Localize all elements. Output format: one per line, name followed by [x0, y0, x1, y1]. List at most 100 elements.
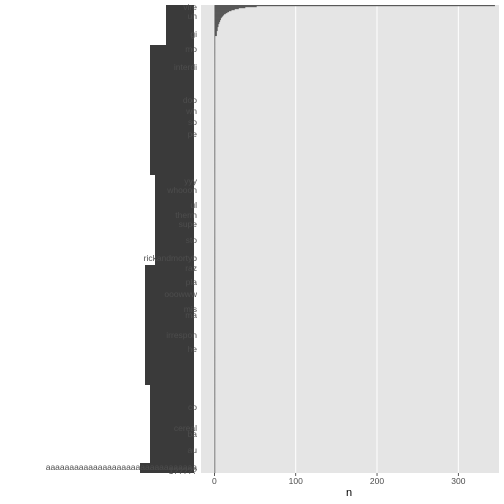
bar — [214, 367, 216, 369]
bar — [214, 261, 216, 264]
bar — [214, 72, 216, 74]
bar — [214, 409, 216, 411]
bar — [214, 18, 221, 21]
bar — [214, 312, 216, 314]
bar — [214, 38, 216, 41]
bar — [214, 452, 216, 454]
bar — [214, 397, 216, 399]
bar — [214, 244, 216, 247]
bar — [214, 53, 216, 55]
bar — [214, 470, 216, 472]
overlapping-labels-block — [150, 385, 194, 463]
bar — [214, 289, 216, 291]
bar — [214, 193, 216, 195]
bar — [214, 177, 216, 179]
bar — [214, 81, 216, 83]
bar — [214, 34, 217, 37]
bar — [214, 209, 216, 211]
bar — [214, 8, 235, 11]
bar — [214, 372, 216, 374]
bar — [214, 144, 216, 146]
bar — [214, 205, 216, 207]
bar — [214, 48, 216, 51]
bar — [214, 202, 216, 204]
bar — [214, 404, 216, 406]
bar — [214, 309, 216, 311]
category-label: pla — [186, 277, 198, 287]
bar — [214, 347, 216, 349]
bar — [214, 306, 216, 308]
bar — [214, 226, 216, 228]
bar — [214, 91, 216, 93]
bar — [214, 310, 216, 312]
bar — [214, 235, 216, 237]
bar — [214, 5, 495, 7]
bar — [214, 131, 216, 133]
bar — [214, 248, 216, 251]
bar — [214, 291, 216, 293]
bar — [214, 451, 216, 453]
bar — [214, 445, 216, 447]
bar — [214, 440, 216, 442]
bar — [214, 198, 216, 200]
bar — [214, 269, 216, 272]
bar — [214, 407, 216, 409]
category-label: whooon — [166, 185, 197, 195]
bar — [214, 130, 216, 132]
bar — [214, 32, 217, 35]
bar — [214, 86, 216, 88]
bar — [214, 15, 223, 18]
category-label: pe — [188, 129, 198, 139]
bar — [214, 10, 230, 13]
bar — [214, 178, 216, 180]
bar — [214, 79, 216, 81]
bar — [214, 83, 216, 85]
bar — [214, 78, 216, 80]
bar — [214, 321, 216, 323]
bar — [214, 329, 216, 331]
category-label: mo — [185, 44, 197, 54]
bar — [214, 379, 216, 381]
bar — [214, 204, 216, 206]
bar — [214, 172, 216, 174]
bar — [214, 9, 232, 12]
bar — [214, 418, 216, 420]
bar — [214, 432, 216, 434]
bar — [214, 107, 216, 109]
bar — [214, 351, 216, 353]
bar — [214, 135, 216, 137]
bar — [214, 441, 216, 443]
bar — [214, 370, 216, 372]
bar — [214, 299, 216, 301]
bar — [214, 138, 216, 140]
bar — [214, 472, 216, 474]
bar — [214, 317, 216, 319]
bar — [214, 154, 216, 156]
bar — [214, 29, 218, 32]
bar — [214, 387, 216, 389]
bar — [214, 420, 216, 422]
bar — [214, 75, 216, 77]
bar — [214, 146, 216, 148]
bar — [214, 339, 216, 341]
bar — [214, 211, 216, 213]
bar — [214, 307, 216, 309]
bar — [214, 295, 216, 297]
category-label: interdi — [174, 62, 197, 72]
bar — [214, 99, 216, 101]
bar — [214, 152, 216, 154]
category-label: cereal — [174, 423, 197, 433]
overlapping-labels-block — [155, 175, 194, 265]
bar — [214, 94, 216, 96]
bar — [214, 220, 216, 222]
bar — [214, 16, 222, 19]
bar — [214, 311, 216, 313]
bar — [214, 47, 216, 50]
bar — [214, 333, 216, 335]
bar — [214, 277, 216, 280]
bar — [214, 456, 216, 458]
category-label: doo — [183, 95, 197, 105]
bar — [214, 258, 216, 261]
bar — [214, 149, 216, 151]
